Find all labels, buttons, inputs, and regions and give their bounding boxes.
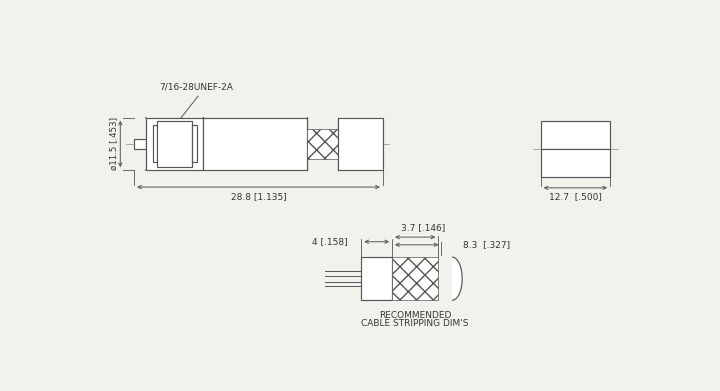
Bar [541, 149, 610, 177]
Bar [153, 126, 157, 162]
Text: 4 [.158]: 4 [.158] [312, 237, 348, 246]
Ellipse shape [442, 257, 462, 300]
Text: 3.7 [.146]: 3.7 [.146] [401, 224, 445, 233]
Bar [204, 118, 307, 170]
Text: CABLE STRIPPING DIM'S: CABLE STRIPPING DIM'S [361, 319, 469, 328]
Text: 28.8 [1.135]: 28.8 [1.135] [230, 192, 287, 201]
Text: 8.3  [.327]: 8.3 [.327] [463, 240, 510, 249]
Bar [145, 118, 204, 170]
Bar [392, 257, 438, 300]
Bar [307, 129, 338, 160]
Bar [192, 126, 197, 162]
Bar [441, 256, 452, 302]
Text: 7/16-28UNEF-2A: 7/16-28UNEF-2A [159, 83, 233, 91]
Bar [134, 139, 145, 149]
Text: RECOMMENDED: RECOMMENDED [379, 311, 451, 320]
Text: 12.7  [.500]: 12.7 [.500] [549, 192, 602, 201]
Text: ø11.5 [.453]: ø11.5 [.453] [109, 117, 118, 170]
Bar [541, 121, 610, 149]
Bar [361, 257, 392, 300]
Bar [338, 118, 383, 170]
Bar [157, 121, 192, 167]
